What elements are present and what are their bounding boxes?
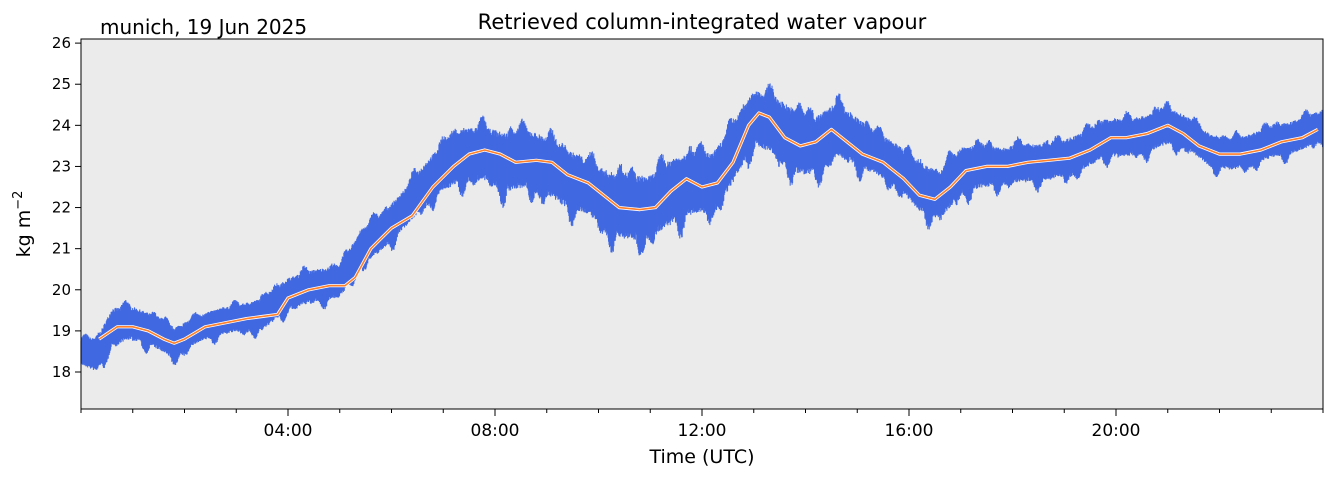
- smoothed-line: [98, 112, 1319, 344]
- x-axis: 04:00 08:00 12:00 16:00 20:00: [80, 409, 1324, 441]
- y-tick-label: 19: [52, 322, 71, 340]
- y-axis: 18 19 20 21 22 23 24 25 26: [52, 34, 81, 381]
- plot-area: [81, 39, 1323, 409]
- y-tick-label: 25: [52, 75, 71, 93]
- y-tick-label: 23: [52, 157, 71, 175]
- y-tick-label: 24: [52, 116, 71, 134]
- y-tick-label: 20: [52, 281, 71, 299]
- chart-subtitle: munich, 19 Jun 2025: [100, 15, 307, 39]
- x-tick-label: 20:00: [1092, 421, 1141, 441]
- smoothed-series: [98, 111, 1319, 345]
- x-tick-label: 16:00: [885, 421, 934, 441]
- x-tick-label: 08:00: [471, 421, 520, 441]
- y-axis-label: kg m−2: [11, 191, 35, 258]
- y-tick-label: 21: [52, 240, 71, 258]
- y-tick-label: 18: [52, 363, 71, 381]
- x-tick-label: 12:00: [678, 421, 727, 441]
- x-tick-label: 04:00: [264, 421, 313, 441]
- x-axis-label: Time (UTC): [648, 446, 754, 468]
- chart-titles: munich, 19 Jun 2025 Retrieved column-int…: [100, 10, 927, 39]
- chart-title: Retrieved column-integrated water vapour: [478, 10, 927, 34]
- y-tick-label: 22: [52, 199, 71, 217]
- y-tick-label: 26: [52, 34, 71, 52]
